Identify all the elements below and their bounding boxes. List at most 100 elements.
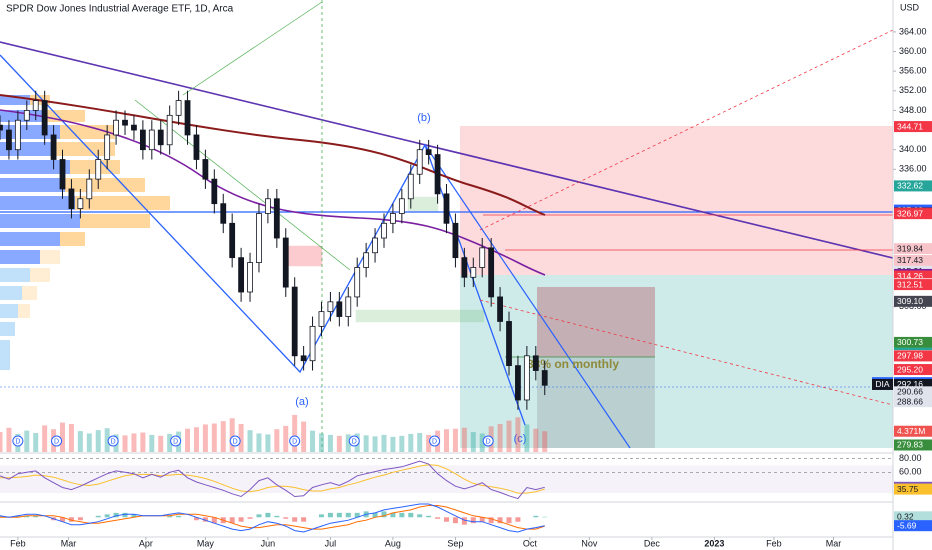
candle-body bbox=[104, 134, 111, 160]
macd-hist bbox=[327, 512, 333, 518]
macd-label: -5.69 bbox=[897, 520, 917, 530]
macd-hist bbox=[211, 517, 217, 524]
macd-hist bbox=[238, 517, 244, 522]
x-tick-label: 2023 bbox=[704, 538, 724, 548]
volume-bar bbox=[202, 424, 208, 452]
volume-bar bbox=[86, 433, 92, 452]
dividend-label: D bbox=[233, 438, 238, 445]
candle-body bbox=[95, 159, 102, 180]
macd-hist bbox=[461, 517, 467, 525]
macd-hist bbox=[372, 512, 378, 518]
candle-body bbox=[488, 247, 495, 298]
dividend-marker bbox=[170, 435, 182, 447]
macd-hist bbox=[444, 517, 449, 522]
wave-line bbox=[0, 54, 526, 426]
x-tick-label: Feb bbox=[10, 538, 26, 548]
demand-box bbox=[355, 309, 485, 323]
price-badge-bg bbox=[894, 336, 932, 348]
macd-hist bbox=[452, 517, 458, 524]
price-badge: 290.66 bbox=[897, 387, 923, 397]
macd-hist bbox=[68, 517, 74, 522]
candle-body bbox=[220, 203, 227, 224]
volume-bar bbox=[220, 421, 226, 452]
macd-hist bbox=[176, 515, 182, 518]
volume-label-bg bbox=[894, 425, 932, 437]
price-badge: 314.26 bbox=[897, 271, 923, 281]
macd-line bbox=[0, 503, 545, 533]
volume-bar bbox=[60, 422, 66, 452]
candle-body bbox=[14, 119, 21, 151]
volume-bar bbox=[506, 420, 512, 452]
tag-label: DIA bbox=[875, 379, 890, 389]
volume-bar bbox=[381, 434, 387, 452]
macd-hist bbox=[318, 514, 324, 518]
volume-bar bbox=[42, 425, 48, 452]
price-badge: 344.71 bbox=[897, 121, 923, 131]
candle-body bbox=[247, 262, 253, 293]
price-badge: 295.20 bbox=[897, 364, 923, 374]
rsi-ma-label-bg bbox=[894, 483, 932, 495]
macd-hist bbox=[435, 517, 441, 519]
macd-hist bbox=[167, 515, 173, 518]
price-badge: 288.66 bbox=[897, 396, 923, 406]
candle-body bbox=[506, 321, 512, 367]
macd-hist bbox=[33, 515, 39, 518]
range-box bbox=[537, 287, 655, 448]
candle-body bbox=[68, 188, 75, 209]
volume-bar bbox=[470, 432, 476, 452]
price-badge: 326.97 bbox=[897, 208, 923, 218]
dividend-marker bbox=[348, 435, 360, 447]
volume-bar bbox=[6, 427, 12, 452]
candle-body bbox=[309, 325, 316, 362]
macd-hist bbox=[426, 515, 432, 518]
x-tick-label: Jul bbox=[325, 538, 337, 548]
volume-bar bbox=[238, 423, 244, 452]
volume-bar bbox=[479, 433, 485, 452]
price-badge-bg bbox=[894, 439, 932, 451]
volume-bar bbox=[77, 431, 83, 452]
x-tick-label: May bbox=[197, 538, 215, 548]
dividend-marker bbox=[229, 435, 241, 447]
macd-hist bbox=[265, 512, 271, 518]
volume-label: 4.371M bbox=[897, 426, 925, 436]
macd-hist bbox=[345, 512, 351, 518]
candle-body bbox=[354, 267, 361, 298]
x-tick-label: Apr bbox=[139, 538, 153, 548]
price-badge: 279.83 bbox=[897, 440, 923, 450]
candle-body bbox=[327, 301, 334, 313]
dividend-marker bbox=[429, 435, 441, 447]
y-tick-label: 352.00 bbox=[899, 85, 927, 95]
volume-bar bbox=[408, 433, 414, 452]
rsi-tick-label: 80.00 bbox=[899, 453, 922, 463]
y-tick-label: 340.00 bbox=[899, 144, 927, 154]
supply-box bbox=[285, 245, 323, 267]
macd-hist bbox=[113, 512, 119, 518]
candle-body bbox=[470, 267, 477, 278]
dividend-label: D bbox=[173, 438, 178, 445]
candle-body bbox=[6, 129, 12, 151]
volume-bar bbox=[211, 423, 217, 452]
macd-hist bbox=[95, 515, 101, 518]
macd-hist bbox=[497, 517, 503, 524]
wave-label: (a) bbox=[295, 396, 308, 408]
volume-bar bbox=[247, 430, 253, 452]
x-tick-label: Oct bbox=[523, 538, 538, 548]
price-badge-bg bbox=[894, 121, 932, 133]
dividend-marker bbox=[51, 435, 63, 447]
macd-hist-label-bg bbox=[894, 511, 932, 523]
volume-bar bbox=[33, 433, 39, 452]
candle-body bbox=[23, 110, 30, 121]
volume-bar bbox=[327, 434, 333, 452]
y-tick-label: 356.00 bbox=[899, 66, 927, 76]
candle-body bbox=[523, 355, 530, 401]
x-tick-label: Feb bbox=[766, 538, 782, 548]
candle-body bbox=[372, 237, 378, 254]
candle-body bbox=[381, 222, 387, 239]
price-badge: 292.16 bbox=[897, 379, 923, 389]
candle-body bbox=[193, 134, 200, 160]
price-badge: 319.84 bbox=[897, 243, 923, 253]
candle-body bbox=[256, 213, 262, 263]
volume-bar bbox=[193, 427, 199, 452]
macd-hist bbox=[417, 514, 423, 518]
candle-body bbox=[157, 129, 164, 146]
